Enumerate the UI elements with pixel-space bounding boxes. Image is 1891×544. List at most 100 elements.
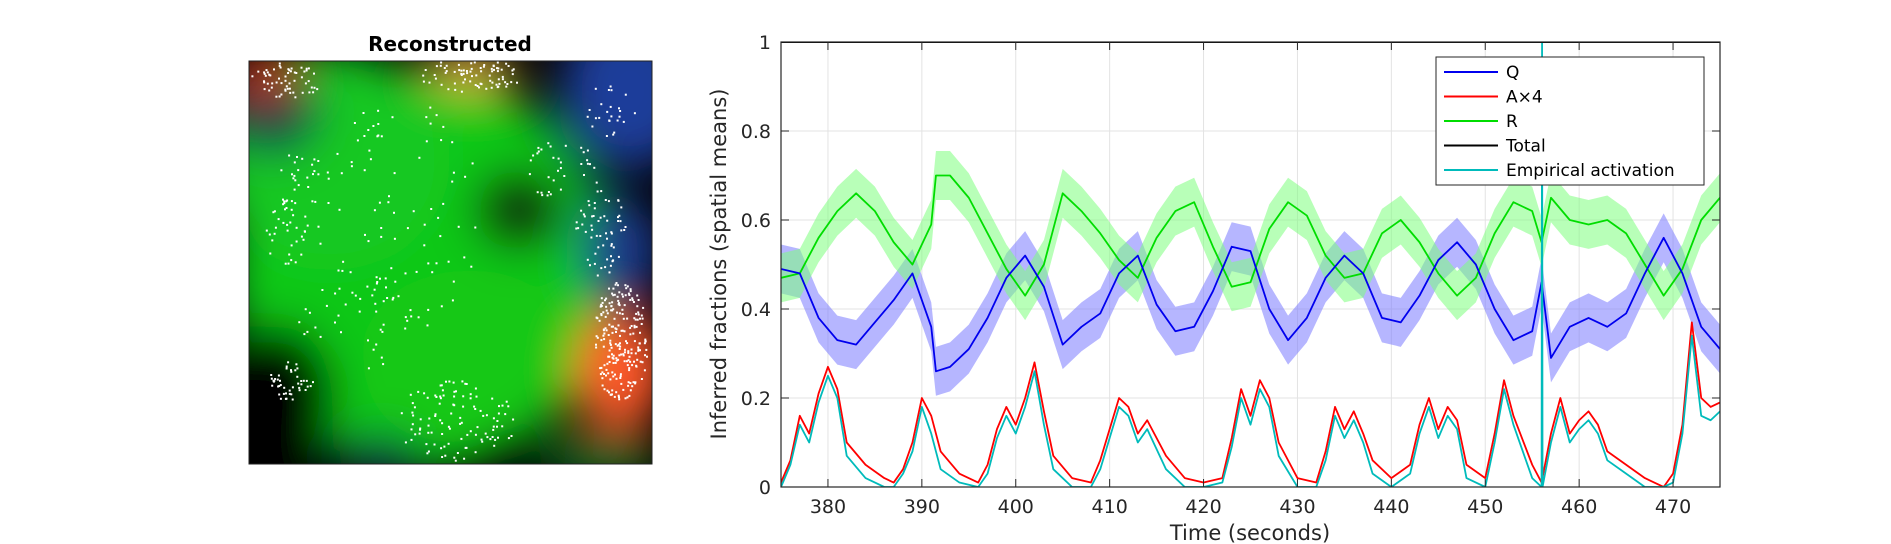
spike-dot	[628, 367, 631, 370]
spike-dot	[496, 425, 498, 428]
spike-dot	[341, 269, 344, 272]
spike-dot	[488, 74, 491, 77]
heatmap-spikes	[251, 61, 648, 462]
spike-dot	[448, 380, 451, 383]
spike-dot	[604, 315, 607, 318]
spike-dot	[464, 78, 466, 81]
spike-dot	[350, 165, 353, 168]
spike-dot	[610, 244, 613, 247]
spike-dot	[367, 240, 370, 243]
spike-dot	[609, 85, 612, 88]
spike-dot	[418, 156, 421, 159]
spike-dot	[276, 378, 279, 381]
spike-dot	[287, 262, 290, 265]
spike-dot	[278, 95, 281, 98]
spike-dot	[613, 395, 616, 398]
spike-dot	[637, 346, 640, 349]
spike-dot	[379, 277, 381, 280]
spike-dot	[288, 82, 291, 85]
spike-dot	[636, 318, 639, 321]
spike-dot	[608, 355, 611, 358]
spike-dot	[313, 158, 316, 161]
x-tick-label: 410	[1092, 496, 1128, 518]
spike-dot	[388, 195, 390, 198]
spike-dot	[300, 76, 303, 79]
spike-dot	[251, 75, 254, 78]
spike-dot	[274, 226, 277, 229]
y-tick-label: 0.4	[741, 299, 771, 321]
spike-dot	[374, 302, 377, 305]
spike-dot	[433, 443, 436, 446]
spike-dot	[610, 89, 613, 92]
spike-dot	[643, 369, 646, 372]
spike-dot	[296, 375, 299, 378]
spike-dot	[625, 340, 627, 343]
spike-dot	[300, 380, 303, 382]
spike-dot	[636, 294, 639, 297]
spike-dot	[293, 71, 296, 74]
spike-dot	[264, 74, 267, 77]
x-tick-label: 390	[904, 496, 940, 518]
spike-dot	[628, 294, 631, 296]
spike-dot	[611, 389, 614, 392]
spike-dot	[375, 343, 378, 346]
spike-dot	[490, 67, 493, 70]
spike-dot	[501, 404, 504, 407]
plot-frame	[780, 41, 1721, 488]
spike-dot	[367, 129, 370, 131]
spike-dot	[317, 225, 320, 228]
spike-dot	[469, 397, 472, 400]
spike-dot	[474, 84, 477, 86]
spike-dot	[406, 319, 409, 322]
spike-dot	[603, 215, 606, 218]
spike-dot	[491, 436, 494, 438]
spike-dot	[629, 288, 632, 291]
spike-dot	[273, 68, 275, 71]
spike-dot	[610, 305, 613, 308]
spike-dot	[504, 81, 507, 84]
spike-dot	[373, 288, 376, 291]
spike-dot	[379, 328, 382, 331]
spike-dot	[297, 184, 300, 187]
spike-dot	[588, 204, 591, 207]
spike-dot	[439, 419, 442, 422]
spike-dot	[316, 88, 319, 91]
spike-dot	[282, 392, 285, 395]
spike-dot	[443, 67, 446, 69]
spike-dot	[475, 74, 478, 77]
spike-dot	[422, 80, 425, 83]
spike-dot	[445, 70, 448, 73]
spike-dot	[363, 135, 366, 137]
spike-dot	[624, 93, 627, 96]
spike-dot	[622, 120, 625, 123]
spike-dot	[485, 87, 488, 90]
spike-dot	[627, 351, 630, 354]
spike-dot	[313, 170, 316, 173]
spike-dot	[476, 426, 479, 429]
spike-dot	[500, 68, 503, 71]
spike-dot	[290, 393, 293, 396]
spike-dot	[639, 317, 641, 320]
spike-dot	[337, 269, 340, 272]
spike-dot	[630, 348, 633, 351]
spike-dot	[427, 262, 430, 265]
series-line-r	[781, 174, 1720, 297]
spike-dot	[378, 201, 381, 204]
spike-dot	[639, 349, 641, 352]
spike-dot	[623, 330, 626, 333]
spike-dot	[442, 125, 445, 128]
legend-label: Empirical activation	[1506, 161, 1675, 181]
spike-dot	[629, 298, 632, 301]
spike-dot	[288, 389, 291, 392]
spike-dot	[610, 346, 613, 349]
spike-dot	[271, 82, 274, 85]
spike-dot	[603, 373, 605, 375]
spike-dot	[380, 135, 383, 138]
spike-dot	[501, 75, 504, 78]
spike-dot	[278, 393, 281, 396]
spike-dot	[442, 394, 445, 397]
spike-dot	[547, 191, 550, 193]
spike-dot	[273, 232, 276, 235]
spike-dot	[469, 80, 472, 83]
spike-dot	[469, 70, 472, 73]
